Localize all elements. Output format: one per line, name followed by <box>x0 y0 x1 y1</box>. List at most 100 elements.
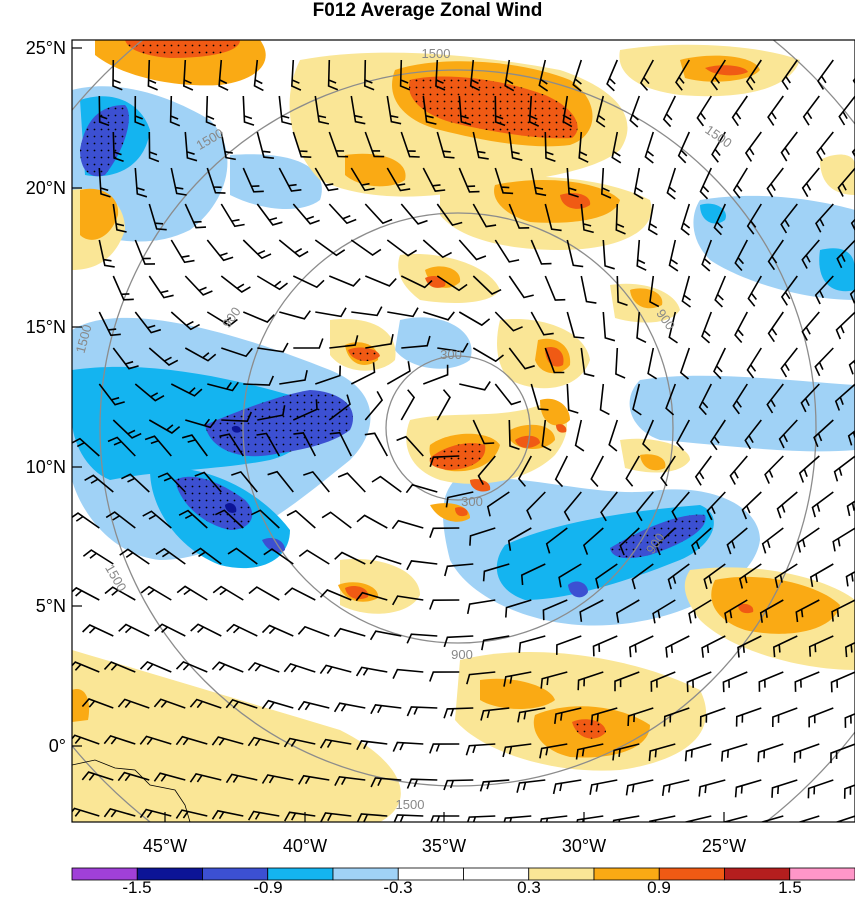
wind-barb <box>494 95 506 127</box>
wind-barb <box>632 383 642 416</box>
wind-barb <box>668 311 678 344</box>
wind-barb <box>219 433 244 457</box>
wind-barb <box>351 306 383 317</box>
wind-barb <box>292 399 318 421</box>
wind-barb <box>744 131 762 162</box>
wind-barb <box>629 95 641 128</box>
wind-barb <box>780 275 798 306</box>
wind-barb <box>211 809 244 820</box>
wind-barb <box>774 563 798 588</box>
ring-label: 1500 <box>396 797 425 812</box>
wind-barb <box>321 511 352 529</box>
wind-barb <box>406 778 438 789</box>
wind-barb <box>98 239 115 268</box>
wind-barb <box>189 772 222 783</box>
wind-barb <box>729 455 748 485</box>
wind-barb <box>684 743 712 762</box>
wind-barb <box>575 743 604 760</box>
wind-barb <box>721 743 748 762</box>
wind-barb <box>355 666 388 677</box>
wind-barb <box>554 455 569 488</box>
wind-barb <box>263 548 294 565</box>
wind-barb <box>592 635 618 657</box>
wind-barb <box>396 435 424 457</box>
wind-barb <box>293 338 324 349</box>
wind-barb <box>139 660 172 673</box>
wind-barb <box>793 743 820 763</box>
wind-barb <box>772 707 798 728</box>
wind-barb <box>590 455 605 488</box>
wind-barb <box>472 275 502 295</box>
wind-barb <box>582 527 604 555</box>
wind-barb <box>314 95 330 125</box>
wind-barb <box>851 147 855 158</box>
wind-barb <box>650 671 676 692</box>
wind-barb <box>292 131 312 158</box>
wind-barb <box>144 435 172 457</box>
wind-barb <box>801 311 820 341</box>
wind-barb <box>436 203 463 227</box>
colorbar-label: -1.5 <box>122 878 151 897</box>
x-tick-label: 45°W <box>143 836 187 856</box>
wind-barb <box>253 59 264 92</box>
wind-barb <box>140 585 172 601</box>
wind-barb <box>256 275 288 291</box>
wind-barb <box>472 347 504 363</box>
wind-barb <box>698 779 726 797</box>
wind-barb <box>809 563 834 588</box>
wind-barb <box>153 772 186 782</box>
wind-barb <box>401 335 431 349</box>
wind-barb <box>516 779 546 793</box>
wind-barb <box>714 275 727 308</box>
wind-barb <box>290 59 302 91</box>
y-tick-label: 10°N <box>26 457 66 477</box>
wind-barb <box>134 239 156 265</box>
wind-barb <box>422 95 437 125</box>
wind-barb <box>814 347 834 377</box>
wind-barb <box>134 311 162 334</box>
wind-barb <box>350 362 376 385</box>
wind-barb <box>580 203 594 234</box>
wind-barb <box>778 419 798 449</box>
colorbar <box>71 867 855 881</box>
wind-barb <box>279 370 308 385</box>
wind-barb <box>392 668 424 679</box>
wind-barb <box>816 131 834 162</box>
red-shading <box>125 40 754 739</box>
wind-barb <box>838 95 855 126</box>
wind-barb <box>103 734 136 745</box>
wind-barb <box>530 311 554 336</box>
blue-shading <box>80 105 706 598</box>
wind-barb <box>517 455 533 487</box>
wind-barb <box>212 585 244 601</box>
wind-barb <box>772 635 798 658</box>
wind-barb <box>387 307 419 318</box>
wind-barb <box>724 599 748 624</box>
wind-barb <box>520 563 546 586</box>
wind-barb <box>577 671 604 691</box>
wind-barb <box>112 347 139 370</box>
wind-barb <box>423 364 449 385</box>
wind-barb <box>661 779 690 797</box>
wind-barb <box>602 239 615 270</box>
wind-barb <box>530 167 547 197</box>
wind-barb <box>830 743 855 764</box>
wind-barb <box>668 239 679 272</box>
ring-label: 300 <box>461 494 483 509</box>
wind-barb <box>545 527 568 554</box>
wind-barb <box>780 131 798 162</box>
wind-barb <box>833 455 855 482</box>
wind-barb <box>639 59 655 91</box>
wind-barb <box>744 419 762 450</box>
wind-barb <box>835 311 855 340</box>
wind-barb <box>220 203 245 228</box>
wind-barb <box>315 365 341 385</box>
wind-barb <box>248 586 280 601</box>
wind-barb <box>627 707 654 727</box>
colorbar-label: 1.5 <box>778 878 802 897</box>
wind-barb <box>284 587 316 601</box>
wind-barb <box>552 779 582 795</box>
wind-barb <box>225 698 258 709</box>
